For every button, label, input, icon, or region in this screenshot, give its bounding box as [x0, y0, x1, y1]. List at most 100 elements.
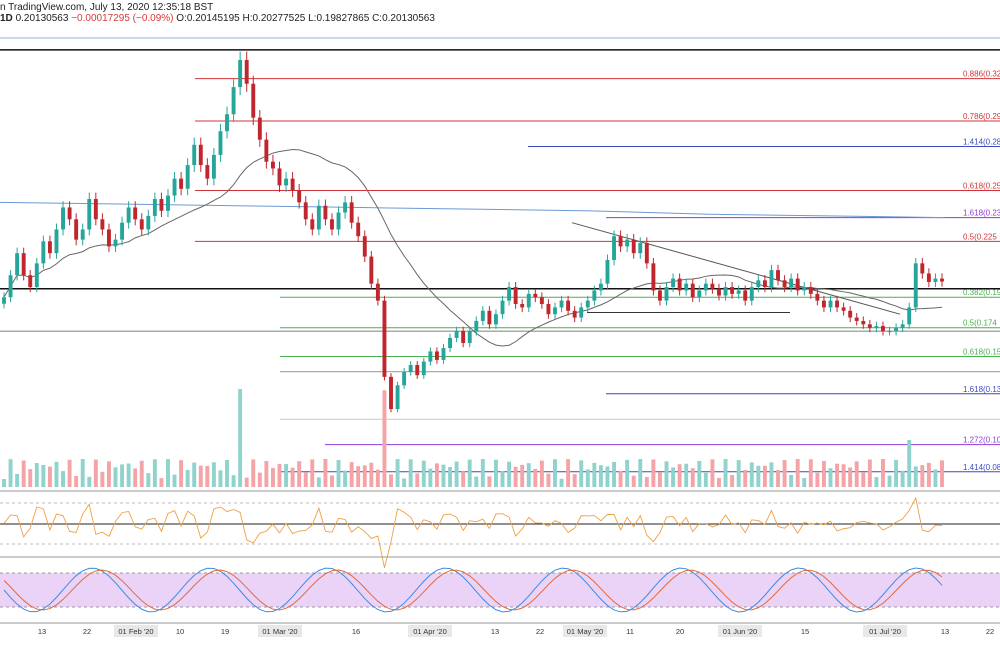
volume-bar [526, 463, 531, 487]
volume-bar [894, 459, 899, 487]
candle-body [330, 219, 334, 230]
volume-bar [789, 474, 794, 487]
candle-body [579, 307, 584, 318]
candle-body [756, 280, 761, 288]
candle-body [631, 239, 636, 254]
x-tick-label: 15 [801, 627, 809, 636]
volume-bar [126, 463, 131, 487]
volume-bar [152, 459, 157, 487]
candle-body [74, 219, 79, 240]
candle-body [159, 198, 164, 211]
high-value: 0.20277525 [252, 13, 306, 24]
candle-body [93, 198, 98, 220]
x-tick-label: 13 [38, 627, 46, 636]
x-tick-label: 22 [536, 627, 544, 636]
candle-body [395, 385, 400, 410]
volume-bar [2, 479, 6, 487]
volume-bar [461, 471, 466, 487]
volume-bar [270, 467, 275, 487]
volume-bar [546, 473, 551, 487]
candle-body [926, 273, 931, 282]
volume-bar [139, 460, 144, 487]
candle-body [841, 307, 846, 311]
volume-bar [61, 471, 65, 487]
volume-bar [211, 462, 216, 487]
candle-body [487, 310, 492, 325]
x-tick-bg [863, 625, 907, 637]
candle-body [697, 290, 702, 298]
volume-bar [113, 467, 118, 487]
volume-bar [795, 459, 800, 487]
volume-bar [671, 467, 676, 487]
candle-body [152, 198, 157, 216]
volume-bar [559, 478, 564, 487]
x-tick-label: 22 [986, 627, 994, 636]
volume-bar [205, 466, 210, 487]
volume-bar [323, 459, 328, 487]
volume-bar [166, 459, 170, 487]
candle-body [41, 241, 46, 264]
candle-body [835, 300, 840, 308]
candle-body [67, 207, 72, 220]
x-tick-label: 01 May '20 [567, 627, 603, 636]
fib-label: 0.786(0.296 [963, 112, 1000, 121]
x-tick-bg [563, 625, 607, 637]
volume-bar [264, 461, 269, 487]
volume-bar [133, 468, 138, 487]
candle-body [795, 278, 800, 291]
volume-bar [907, 439, 912, 487]
candle-body [802, 287, 807, 291]
candle-body [80, 229, 85, 240]
candle-body [854, 317, 859, 321]
change-value: −0.00017295 (−0.09%) [71, 13, 174, 24]
volume-bar [717, 477, 721, 487]
candle-body [106, 229, 111, 247]
candle-body [605, 259, 610, 284]
ma200-line [0, 201, 946, 219]
volume-bar [192, 462, 197, 487]
candle-body [198, 144, 203, 166]
candle-body [133, 207, 138, 220]
volume-bar [375, 469, 380, 487]
candle-body [612, 236, 616, 260]
volume-bar [710, 459, 715, 487]
volume-bar [349, 462, 354, 487]
volume-bar [585, 469, 590, 487]
volume-bar [736, 460, 741, 487]
candle-body [211, 154, 216, 179]
volume-bar [106, 461, 111, 487]
candle-body [874, 326, 879, 328]
candle-body [100, 219, 105, 230]
x-tick-label: 22 [83, 627, 91, 636]
candle-body [343, 202, 348, 213]
candle-body [782, 280, 787, 288]
open-value: 0.20145195 [186, 13, 240, 24]
candle-body [500, 300, 505, 315]
close-value: 0.20130563 [382, 13, 435, 24]
volume-bar [159, 478, 164, 487]
volume-bar [677, 464, 682, 487]
candle-body [861, 320, 866, 325]
candle-body [310, 219, 315, 230]
candle-body [139, 219, 144, 230]
candle-body [251, 83, 256, 118]
volume-bar [362, 465, 367, 487]
candle-body [913, 263, 918, 308]
fib-label: 0.886(0.321 [963, 70, 1000, 79]
x-tick-bg [114, 625, 158, 637]
volume-bar [874, 477, 879, 487]
candle-body [185, 165, 190, 189]
volume-bar [730, 474, 735, 487]
volume-bar [41, 465, 46, 487]
volume-bar [684, 463, 689, 487]
x-tick-label: 01 Jun '20 [723, 627, 757, 636]
candle-body [408, 365, 413, 372]
volume-bar [172, 474, 177, 487]
candle-body [848, 310, 853, 318]
volume-bar [539, 460, 544, 487]
volume-bar [369, 462, 374, 487]
candle-body [146, 215, 151, 230]
volume-bar [566, 459, 571, 487]
volume-bar [474, 476, 479, 487]
